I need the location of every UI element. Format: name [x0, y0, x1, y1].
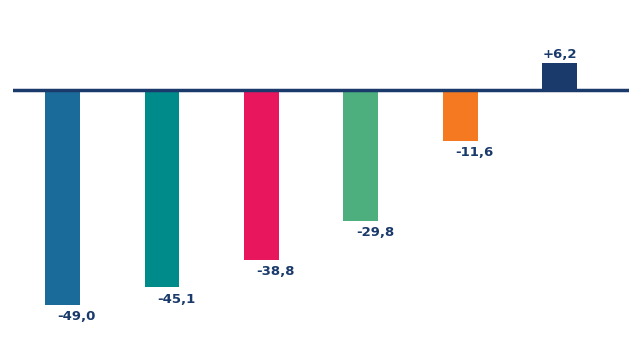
Bar	[144, 90, 179, 287]
Bar	[443, 90, 478, 141]
Text: -38,8: -38,8	[256, 265, 295, 278]
Text: -49,0: -49,0	[58, 310, 96, 323]
Bar	[343, 90, 378, 220]
Bar	[45, 90, 80, 304]
Bar	[244, 90, 279, 260]
Text: -29,8: -29,8	[356, 226, 394, 239]
Text: -45,1: -45,1	[157, 293, 195, 306]
Text: -11,6: -11,6	[455, 146, 494, 159]
Bar	[542, 63, 577, 90]
Text: +6,2: +6,2	[542, 48, 577, 61]
